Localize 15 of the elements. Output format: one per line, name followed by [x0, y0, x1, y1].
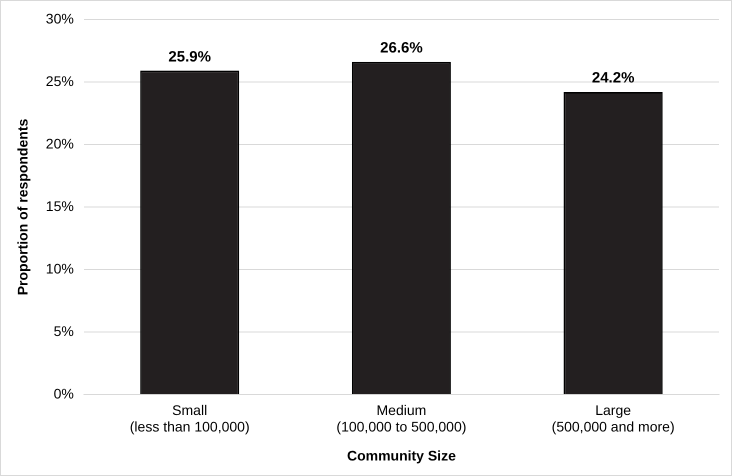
data-label: 25.9%	[168, 48, 211, 66]
x-tick-label: Medium (100,000 to 500,000)	[336, 402, 466, 435]
y-tick-label: 20%	[46, 135, 74, 152]
y-tick-label: 25%	[46, 72, 74, 89]
x-tick-label: Large (500,000 and more)	[552, 402, 675, 435]
y-tick-label: 5%	[54, 322, 74, 339]
data-label: 26.6%	[380, 40, 423, 57]
y-tick-label: 10%	[46, 260, 74, 276]
y-tick-label: 15%	[46, 198, 74, 214]
x-tick-label: Small (less than 100,000)	[130, 402, 250, 435]
data-label: 24.2%	[592, 70, 634, 87]
x-axis-title: Community Size	[346, 447, 456, 464]
y-axis-title: Proportion of respondents	[14, 118, 30, 296]
y-tick-label: 0%	[54, 385, 74, 402]
y-tick-label: 30%	[46, 10, 74, 26]
